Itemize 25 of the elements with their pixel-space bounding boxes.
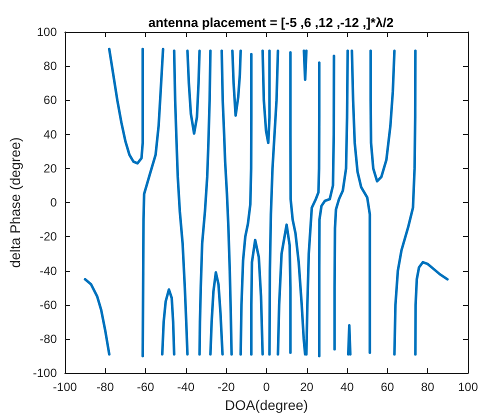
y-axis-title: delta Phase (degree) <box>7 137 23 268</box>
y-tick-label: -40 <box>40 264 58 278</box>
y-tick-label: 60 <box>44 93 58 108</box>
chart-title: antenna placement = [-5 ,6 ,12 ,-12 ,]*λ/2 <box>148 15 394 30</box>
x-tick-label: -60 <box>136 380 155 394</box>
x-tick-label: -40 <box>177 380 195 394</box>
y-tick-label: -80 <box>40 332 58 346</box>
x-tick-label: -20 <box>217 380 236 394</box>
x-tick-label: 40 <box>340 380 354 394</box>
y-tick-label: 0 <box>50 196 58 210</box>
x-tick-label: 60 <box>380 380 394 394</box>
y-tick-label: -100 <box>32 366 58 380</box>
y-tick-label: 40 <box>44 127 58 142</box>
y-tick-label: 20 <box>44 161 58 176</box>
x-tick-label: -100 <box>52 380 78 394</box>
x-tick-label: -80 <box>96 380 114 394</box>
y-tick-label: 80 <box>44 59 58 74</box>
y-tick-label: -60 <box>40 298 58 312</box>
y-tick-label: -20 <box>40 230 58 244</box>
y-tick-label: 100 <box>36 25 58 39</box>
x-axis-title: DOA(degree) <box>224 397 308 413</box>
x-tick-label: 20 <box>300 380 314 394</box>
x-tick-label: 100 <box>458 380 478 394</box>
x-tick-label: 80 <box>421 380 435 394</box>
x-tick-label: 0 <box>263 380 270 394</box>
